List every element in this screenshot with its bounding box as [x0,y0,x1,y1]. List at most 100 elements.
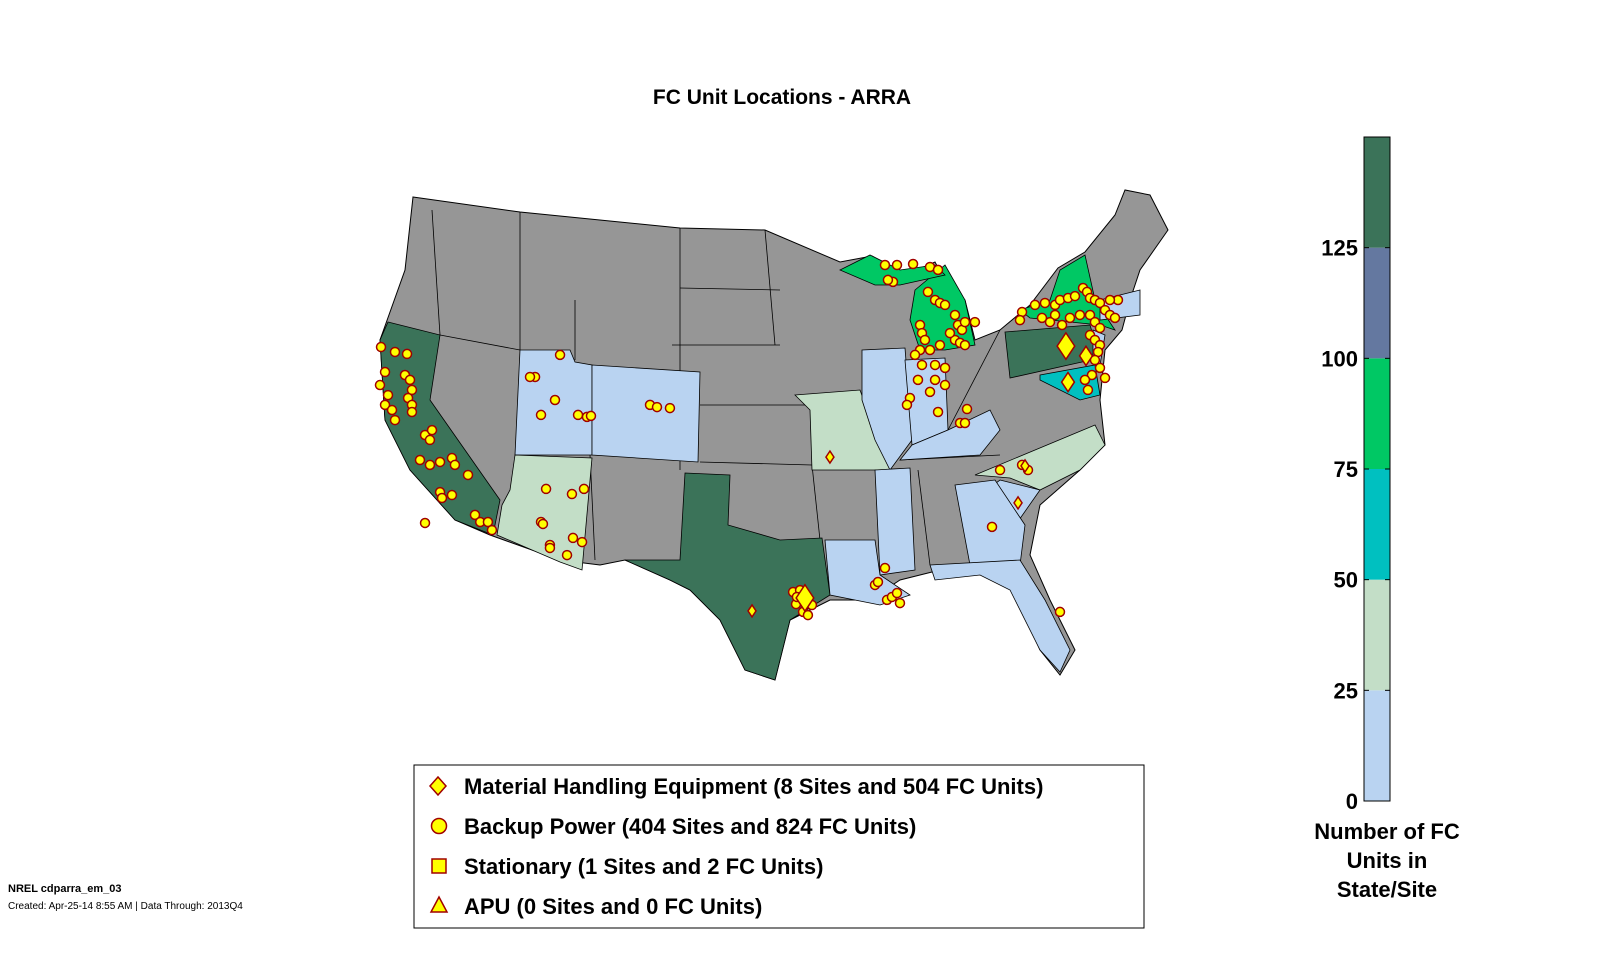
backup-power-site-marker [932,406,944,418]
footer-created: Created: Apr-25-14 8:55 AM | Data Throug… [8,901,243,912]
backup-power-site-marker [449,459,461,471]
material-handling-site-marker [1020,458,1030,474]
backup-power-site-marker [1054,606,1066,618]
backup-power-site-marker [891,587,903,599]
backup-power-site-marker [1094,362,1106,374]
backup-power-site-marker [939,379,951,391]
backup-power-site-marker [424,434,436,446]
backup-power-site-marker [406,384,418,396]
material-handling-site-marker [1078,344,1094,367]
backup-power-site-marker [404,374,416,386]
backup-power-site-marker [939,299,951,311]
backup-power-site-marker [907,258,919,270]
backup-power-site-marker [389,414,401,426]
backup-power-site-marker [1094,297,1106,309]
state-border [439,334,521,351]
legend-triangle-marker [429,895,449,913]
material-handling-site-marker [825,449,835,465]
backup-power-site-marker [554,349,566,361]
legend: Material Handling Equipment (8 Sites and… [413,764,1145,929]
backup-power-site-marker [566,488,578,500]
colorbar-tick-label: 100 [1321,346,1358,371]
legend-entry-stationary: Stationary (1 Sites and 2 FC Units) [464,854,823,879]
backup-power-site-marker [486,524,498,536]
backup-power-site-marker [535,409,547,421]
backup-power-site-marker [922,286,934,298]
backup-power-site-marker [578,483,590,495]
backup-power-site-marker [1029,299,1041,311]
backup-power-site-marker [919,334,931,346]
colorbar-label-line-1: Number of FC [1314,819,1460,844]
backup-power-site-marker [891,259,903,271]
backup-power-site-marker [1049,309,1061,321]
backup-power-site-marker [576,536,588,548]
backup-power-site-marker [939,362,951,374]
backup-power-site-marker [469,509,481,521]
backup-power-site-marker [949,309,961,321]
us-map [379,189,1169,681]
legend-box [413,764,1145,929]
state-co [591,364,701,463]
backup-power-site-marker [524,371,536,383]
backup-power-site-marker [585,410,597,422]
backup-power-site-marker [1104,294,1116,306]
chart-title: FC Unit Locations - ARRA [653,86,911,109]
state-border [917,469,931,566]
backup-power-site-marker [544,542,556,554]
backup-power-site-marker [1099,372,1111,384]
colorbar: 0 25 50 75 100 125 [1321,136,1391,814]
backup-power-site-marker [1056,319,1068,331]
site-markers [374,258,1124,621]
backup-power-site-marker [986,521,998,533]
backup-power-site-marker [379,366,391,378]
colorbar-label-line-3: State/Site [1337,877,1437,902]
state-az [496,454,593,571]
backup-power-site-marker [944,327,956,339]
backup-power-site-marker [382,389,394,401]
backup-power-site-marker [426,424,438,436]
backup-power-site-marker [924,344,936,356]
state-border [764,229,776,346]
backup-power-site-marker [1084,309,1096,321]
backup-power-site-marker [872,576,884,588]
state-la [824,539,911,606]
backup-power-site-marker [1069,290,1081,302]
colorbar-tick-label: 25 [1334,678,1358,703]
backup-power-site-marker [909,349,921,361]
colorbar-tick-label: 125 [1321,236,1358,261]
backup-power-site-marker [959,417,971,429]
backup-power-site-marker [1064,312,1076,324]
backup-power-site-marker [929,374,941,386]
colorbar-label-line-2: Units in [1347,848,1428,873]
state-tx [624,472,831,681]
legend-entry-backup-power: Backup Power (404 Sites and 824 FC Units… [464,814,916,839]
state-border [431,209,441,336]
backup-power-site-marker [374,379,386,391]
legend-diamond-marker [428,775,448,797]
backup-power-site-marker [1079,374,1091,386]
backup-power-site-marker [375,341,387,353]
backup-power-site-marker [1074,309,1086,321]
state-ky [899,409,1001,461]
backup-power-site-marker [802,609,814,621]
material-handling-site-marker [795,583,815,613]
backup-power-site-marker [561,549,573,561]
backup-power-site-marker [901,399,913,411]
backup-power-site-marker [1109,312,1121,324]
backup-power-site-marker [912,374,924,386]
material-handling-site-marker [1060,371,1076,394]
backup-power-site-marker [1082,384,1094,396]
backup-power-site-marker [462,469,474,481]
backup-power-site-marker [1086,369,1098,381]
state-border [947,329,1001,431]
state-border [699,461,813,466]
legend-entry-material-handling: Material Handling Equipment (8 Sites and… [464,774,1043,799]
backup-power-site-marker [1036,312,1048,324]
backup-power-site-marker [932,264,944,276]
backup-power-site-marker [916,359,928,371]
backup-power-site-marker [401,348,413,360]
backup-power-site-marker [446,489,458,501]
material-handling-site-marker [1013,495,1023,511]
backup-power-site-marker [389,346,401,358]
